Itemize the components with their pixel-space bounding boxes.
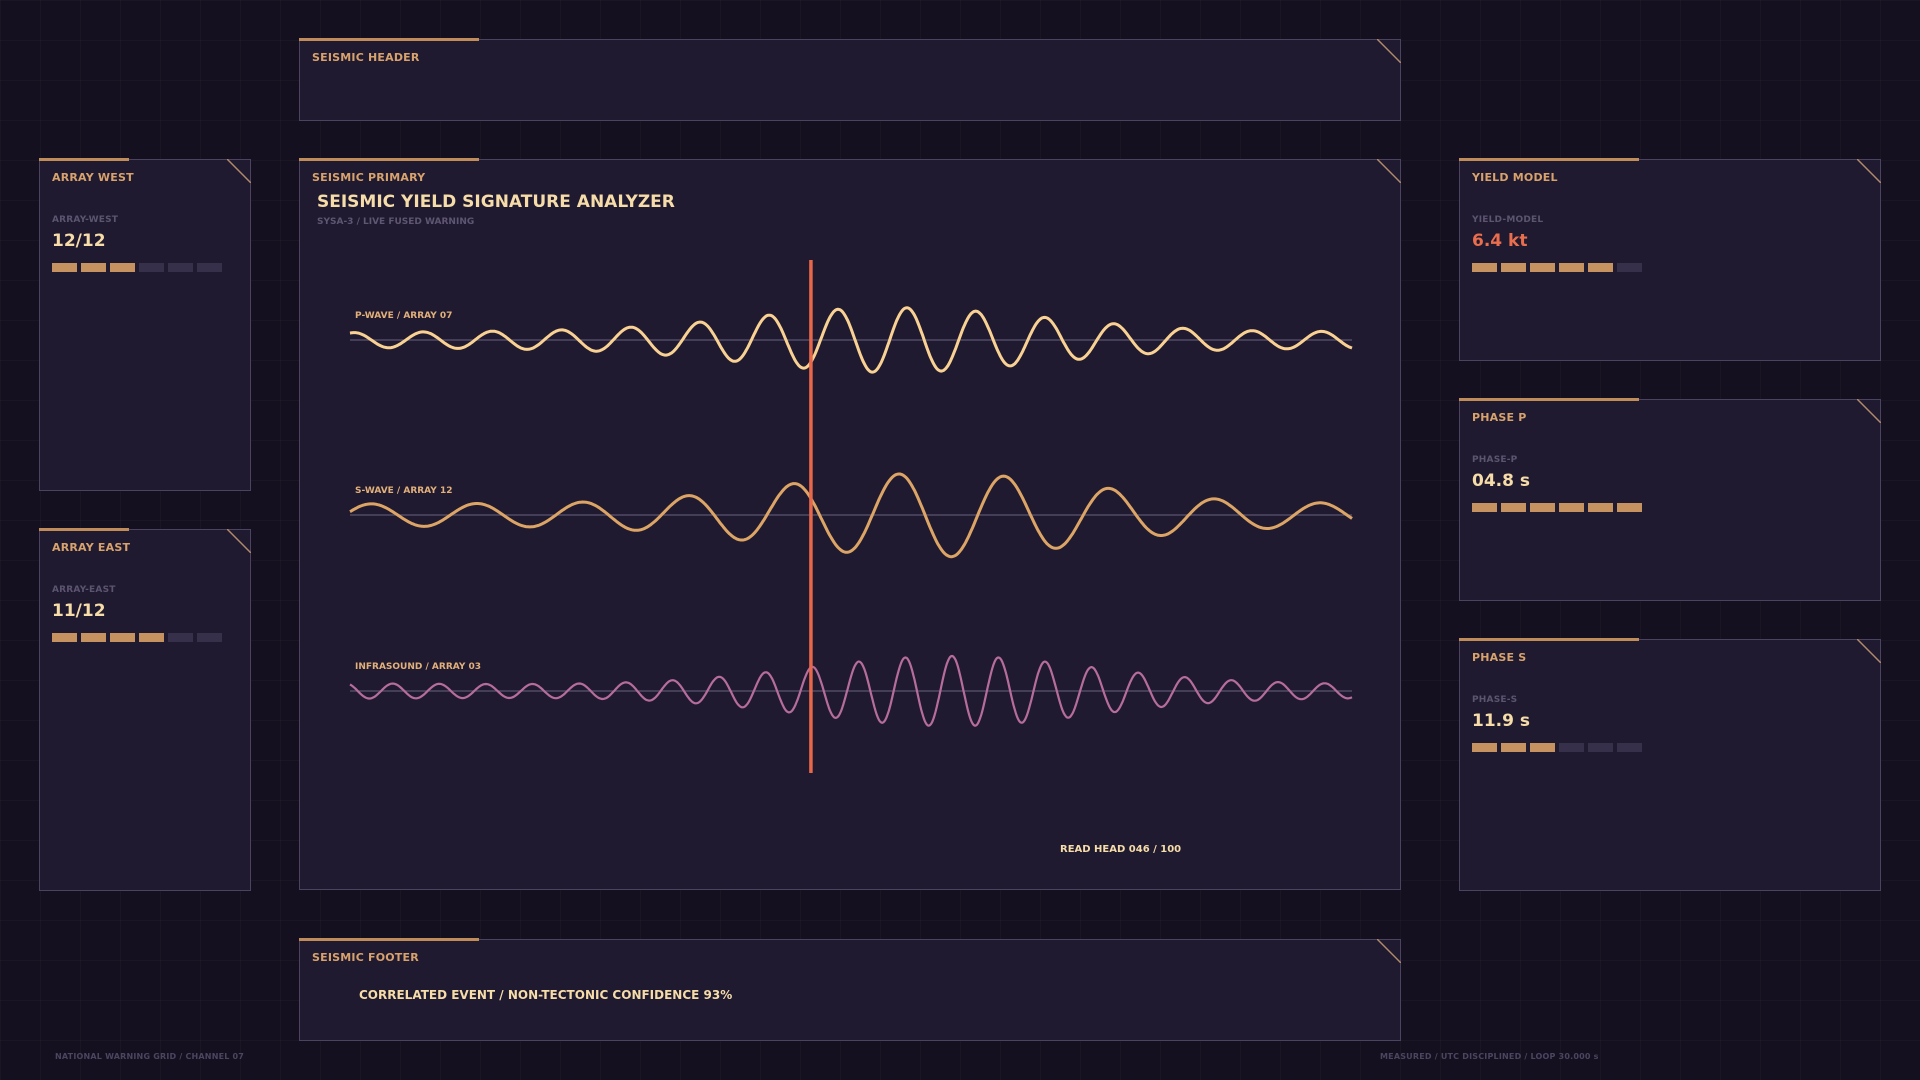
level-meter [52, 263, 222, 272]
read-head-readout: READ HEAD 046 / 100 [1060, 844, 1182, 855]
trace-waveform [349, 654, 1353, 727]
panel-title: ARRAY EAST [52, 541, 131, 554]
metric-value: 11/12 [52, 601, 106, 621]
panel-title: YIELD MODEL [1472, 171, 1558, 184]
meter-segment [197, 633, 222, 642]
meter-segment [1530, 503, 1555, 512]
meter-segment [1588, 503, 1613, 512]
bottom-right-note: MEASURED / UTC DISCIPLINED / LOOP 30.000… [1380, 1052, 1599, 1061]
panel-title: ARRAY WEST [52, 171, 134, 184]
metric-value: 04.8 s [1472, 471, 1530, 491]
meter-segment [168, 263, 193, 272]
yield-model-panel: YIELD MODEL YIELD-MODEL 6.4 kt [1459, 158, 1881, 361]
metric-key: YIELD-MODEL [1472, 215, 1544, 225]
level-meter [1472, 263, 1642, 272]
array-east-panel: ARRAY EAST ARRAY-EAST 11/12 [39, 528, 251, 891]
level-meter [52, 633, 222, 642]
level-meter [1472, 503, 1642, 512]
level-meter [1472, 743, 1642, 752]
phase-p-panel: PHASE P PHASE-P 04.8 s [1459, 398, 1881, 601]
trace-label: P-WAVE / ARRAY 07 [355, 311, 452, 321]
panel-accent [1459, 398, 1639, 401]
header-label: SEISMIC HEADER [312, 51, 420, 64]
meter-segment [1617, 503, 1642, 512]
meter-segment [1501, 743, 1526, 752]
meter-segment [1617, 263, 1642, 272]
panel-accent [1459, 158, 1639, 161]
meter-segment [52, 633, 77, 642]
corner-mark [227, 159, 251, 183]
trace-label: S-WAVE / ARRAY 12 [355, 486, 452, 496]
metric-value: 11.9 s [1472, 711, 1530, 731]
page-subtitle: SYSA-3 / LIVE FUSED WARNING [317, 217, 475, 227]
meter-segment [1559, 743, 1584, 752]
panel-accent [299, 938, 479, 941]
meter-segment [110, 633, 135, 642]
primary-label: SEISMIC PRIMARY [312, 171, 426, 184]
trace-waveform [349, 472, 1353, 559]
meter-segment [139, 263, 164, 272]
panel-title: PHASE P [1472, 411, 1527, 424]
trace-infrasound: INFRASOUND / ARRAY 03 [349, 654, 1353, 727]
meter-segment [1588, 743, 1613, 752]
panel-title: PHASE S [1472, 651, 1527, 664]
meter-segment [1617, 743, 1642, 752]
corner-mark [1857, 159, 1881, 183]
seismic-footer-panel: SEISMIC FOOTER CORRELATED EVENT / NON-TE… [299, 938, 1401, 1041]
trace-label: INFRASOUND / ARRAY 03 [355, 662, 481, 672]
meter-segment [1501, 503, 1526, 512]
meter-segment [1530, 743, 1555, 752]
trace-s-wave: S-WAVE / ARRAY 12 [349, 472, 1353, 559]
meter-segment [139, 633, 164, 642]
meter-segment [1530, 263, 1555, 272]
phase-s-panel: PHASE S PHASE-S 11.9 s [1459, 638, 1881, 891]
panel-accent [299, 38, 479, 41]
page-title: SEISMIC YIELD SIGNATURE ANALYZER [317, 192, 675, 212]
trace-p-wave: P-WAVE / ARRAY 07 [349, 306, 1353, 374]
meter-segment [52, 263, 77, 272]
footer-message: CORRELATED EVENT / NON-TECTONIC CONFIDEN… [359, 988, 733, 1002]
meter-segment [1472, 503, 1497, 512]
bottom-left-note: NATIONAL WARNING GRID / CHANNEL 07 [55, 1052, 245, 1061]
corner-mark [1377, 39, 1401, 63]
corner-mark [1857, 639, 1881, 663]
metric-key: PHASE-P [1472, 455, 1518, 465]
corner-mark [227, 529, 251, 553]
corner-mark [1857, 399, 1881, 423]
meter-segment [1559, 503, 1584, 512]
meter-segment [1472, 743, 1497, 752]
waveform-display: P-WAVE / ARRAY 07 S-WAVE / ARRAY 12 INFR… [349, 260, 1353, 773]
meter-segment [1559, 263, 1584, 272]
metric-key: ARRAY-EAST [52, 585, 116, 595]
meter-segment [81, 263, 106, 272]
panel-accent [39, 158, 129, 161]
panel-accent [299, 158, 479, 161]
metric-value: 12/12 [52, 231, 106, 251]
metric-key: ARRAY-WEST [52, 215, 119, 225]
metric-key: PHASE-S [1472, 695, 1518, 705]
meter-segment [110, 263, 135, 272]
meter-segment [1472, 263, 1497, 272]
meter-segment [81, 633, 106, 642]
metric-value: 6.4 kt [1472, 231, 1528, 251]
meter-segment [197, 263, 222, 272]
meter-segment [1501, 263, 1526, 272]
array-west-panel: ARRAY WEST ARRAY-WEST 12/12 [39, 158, 251, 491]
trace-waveform [349, 306, 1353, 374]
footer-label: SEISMIC FOOTER [312, 951, 419, 964]
meter-segment [1588, 263, 1613, 272]
meter-segment [168, 633, 193, 642]
corner-mark [1377, 939, 1401, 963]
seismic-primary-panel: SEISMIC PRIMARY SEISMIC YIELD SIGNATURE … [299, 158, 1401, 890]
corner-mark [1377, 159, 1401, 183]
panel-accent [39, 528, 129, 531]
panel-accent [1459, 638, 1639, 641]
seismic-header-panel: SEISMIC HEADER [299, 38, 1401, 121]
